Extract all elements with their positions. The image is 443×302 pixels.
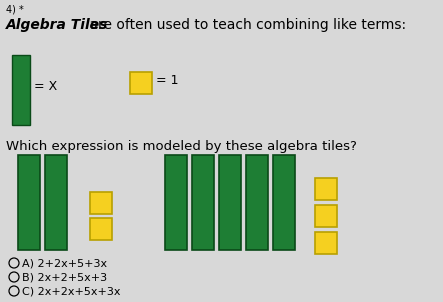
Text: B) 2x+2+5x+3: B) 2x+2+5x+3: [22, 272, 107, 282]
Bar: [12, 55, 30, 125]
Text: Algebra Tiles: Algebra Tiles: [6, 18, 109, 32]
Bar: [315, 178, 337, 200]
Text: C) 2x+2x+5x+3x: C) 2x+2x+5x+3x: [22, 286, 120, 296]
Bar: [219, 155, 241, 250]
Text: = X: = X: [34, 79, 57, 92]
Bar: [45, 155, 67, 250]
Bar: [246, 155, 268, 250]
Bar: [18, 155, 40, 250]
Text: Which expression is modeled by these algebra tiles?: Which expression is modeled by these alg…: [6, 140, 357, 153]
Bar: [90, 218, 112, 240]
Text: are often used to teach combining like terms:: are often used to teach combining like t…: [85, 18, 406, 32]
Bar: [90, 192, 112, 214]
Bar: [130, 72, 152, 94]
Text: A) 2+2x+5+3x: A) 2+2x+5+3x: [22, 258, 107, 268]
Text: = 1: = 1: [156, 73, 179, 86]
Text: 4) *: 4) *: [6, 5, 24, 15]
Bar: [192, 155, 214, 250]
Bar: [273, 155, 295, 250]
Bar: [315, 205, 337, 227]
Bar: [165, 155, 187, 250]
Bar: [315, 232, 337, 254]
